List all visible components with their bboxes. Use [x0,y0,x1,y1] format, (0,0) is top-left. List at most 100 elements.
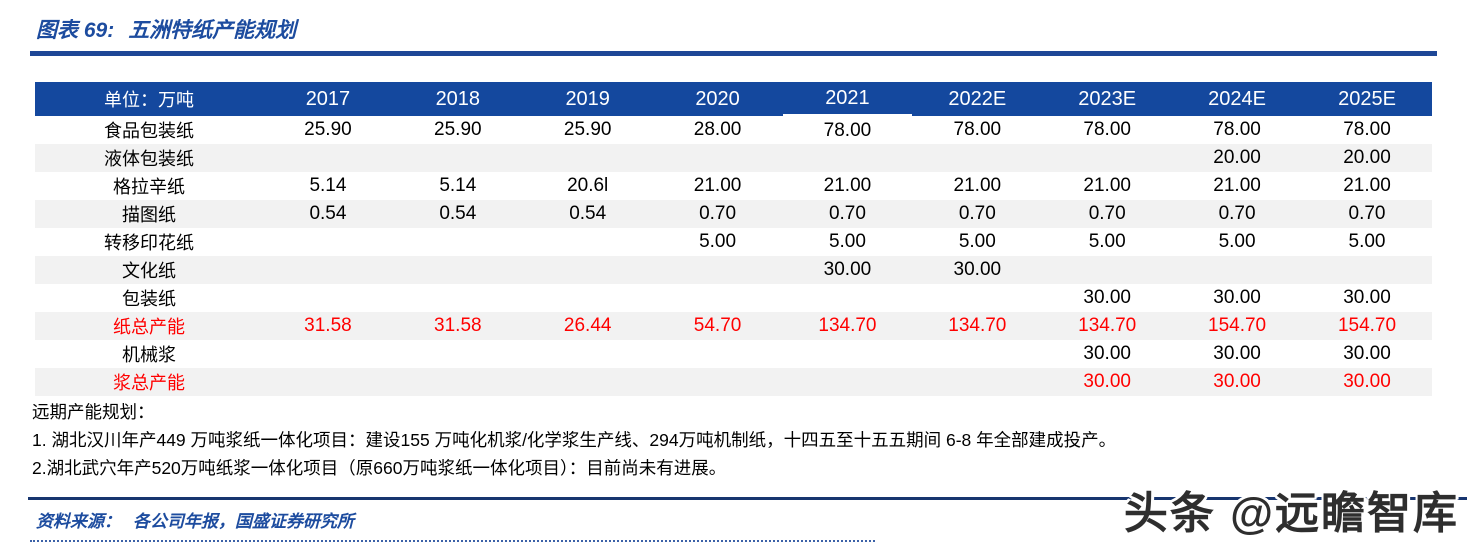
cell [1172,256,1302,284]
cell: 30.00 [912,256,1043,284]
table-row: 格拉辛纸 5.14 5.14 20.6l 21.00 21.00 21.00 21.00 21.… [35,172,1432,200]
cell: 154.70 [1172,312,1302,340]
table-row: 浆总产能 30.00 30.00 30.00 [35,368,1432,396]
cell: 5.14 [439,175,477,196]
cell [263,256,393,284]
cell: 54.70 [652,312,783,340]
note-line-2: 2.湖北武穴年产520万吨纸浆一体化项目（原660万吨浆纸一体化项目）：目前尚未… [32,458,727,478]
table-row: 转移印花纸 5.00 5.00 5.00 5.00 5.00 5.00 [35,228,1432,256]
cell: 25.90 [434,119,482,140]
table-row: 包装纸 30.00 30.00 30.00 [35,284,1432,312]
cell: 5.00 [699,231,737,252]
cell: 0.54 [263,200,393,228]
cell: 28.00 [693,119,742,140]
table-row: 食品包装纸 25.90 25.90 25.90 28.00 78.00 78.00 78.00… [35,116,1432,144]
cell [912,368,1043,396]
year-header-cell: 2024E [1172,82,1302,116]
cell: 30.00 [1172,368,1302,396]
source-label: 资料来源： [36,512,121,531]
cell [782,144,913,172]
row-label: 格拉辛纸 [113,177,185,197]
table-header-row: 单位：万吨 2017 2018 2019 2020 2021 2022E 2023E 2024E… [35,82,1432,118]
figure-number-label: 图表 69: [36,19,115,42]
cell [522,368,653,396]
cell [263,368,393,396]
cell: 26.44 [522,312,653,340]
page-title: 五洲特纸产能规划 [128,19,297,42]
cell [652,144,783,172]
cell: 21.00 [1213,175,1261,196]
cell: 30.00 [1343,343,1391,364]
figure-title-row: 图表 69: 五洲特纸产能规划 [36,14,296,44]
cell: 20.00 [1302,144,1432,172]
row-label: 转移印花纸 [104,233,194,253]
row-label: 液体包装纸 [35,144,263,172]
source-line: 资料来源： 各公司年报，国盛证券研究所 [36,507,354,532]
year-header-cell: 2019 [522,82,653,116]
cell: 5.00 [1218,231,1256,252]
cell: 30.00 [1042,368,1173,396]
cell: 30.00 [1343,287,1391,308]
capacity-table: 单位：万吨 2017 2018 2019 2020 2021 2022E 2023E 2024E… [35,82,1432,396]
cell [652,256,783,284]
title-divider [30,51,1437,56]
cell [522,256,653,284]
row-label: 包装纸 [122,289,176,309]
row-label: 机械浆 [122,345,176,365]
cell [653,340,783,368]
cell [393,284,523,312]
cell [263,144,393,172]
cell: 21.00 [1083,175,1131,196]
cell [393,340,523,368]
year-header-cell: 2023E [1042,82,1173,116]
cell: 20.6l [567,175,609,196]
year-header-cell: 2021 [782,82,913,118]
cell [263,340,393,368]
row-label: 浆总产能 [35,368,263,396]
cell: 25.90 [304,119,352,140]
row-label: 食品包装纸 [104,121,194,141]
table-row: 描图纸 0.54 0.54 0.54 0.70 0.70 0.70 0.70 0.70 0.70 [35,200,1432,228]
cell: 0.54 [522,200,653,228]
table-row: 纸总产能 31.58 31.58 26.44 54.70 134.70 134.70 134.… [35,312,1432,340]
cell: 30.00 [1083,343,1131,364]
cell: 30.00 [1083,287,1131,308]
cell: 134.70 [912,312,1043,340]
cell [912,284,1042,312]
cell: 5.00 [1088,231,1126,252]
cell: 78.00 [823,120,872,141]
cell: 30.00 [782,256,913,284]
year-header-cell: 2017 [263,82,393,116]
unit-header-cell: 单位：万吨 [35,82,263,116]
cell: 21.00 [1343,175,1391,196]
cell [1042,256,1173,284]
notes-block: 远期产能规划： 1. 湖北汉川年产449 万吨浆纸一体化项目：建设155 万吨化… [32,398,1116,482]
cell [523,340,653,368]
footer-divider [28,497,1467,500]
cell [392,144,523,172]
cell: 0.70 [1172,200,1302,228]
cell: 30.00 [1213,343,1261,364]
cell: 21.00 [693,175,742,196]
cell: 5.00 [958,231,996,252]
cell: 0.70 [782,200,913,228]
cell [1042,144,1173,172]
row-label: 文化纸 [35,256,263,284]
year-header-cell: 2022E [912,82,1043,116]
cell [1302,256,1432,284]
cell [523,284,653,312]
cell [393,228,523,256]
cell [783,340,913,368]
row-label: 描图纸 [35,200,263,228]
table-body: 食品包装纸 25.90 25.90 25.90 28.00 78.00 78.00 78.00… [35,116,1432,396]
source-text: 各公司年报，国盛证券研究所 [133,512,354,531]
note-line-1: 1. 湖北汉川年产449 万吨浆纸一体化项目：建设155 万吨化机浆/化学浆生产… [32,430,1117,450]
cell [392,256,523,284]
cell: 78.00 [1213,119,1261,140]
cell: 78.00 [1343,119,1391,140]
year-header-cell: 2018 [392,82,523,116]
cell: 30.00 [1213,287,1261,308]
notes-heading: 远期产能规划： [32,402,155,422]
row-label: 纸总产能 [35,312,263,340]
cell: 5.00 [828,231,866,252]
